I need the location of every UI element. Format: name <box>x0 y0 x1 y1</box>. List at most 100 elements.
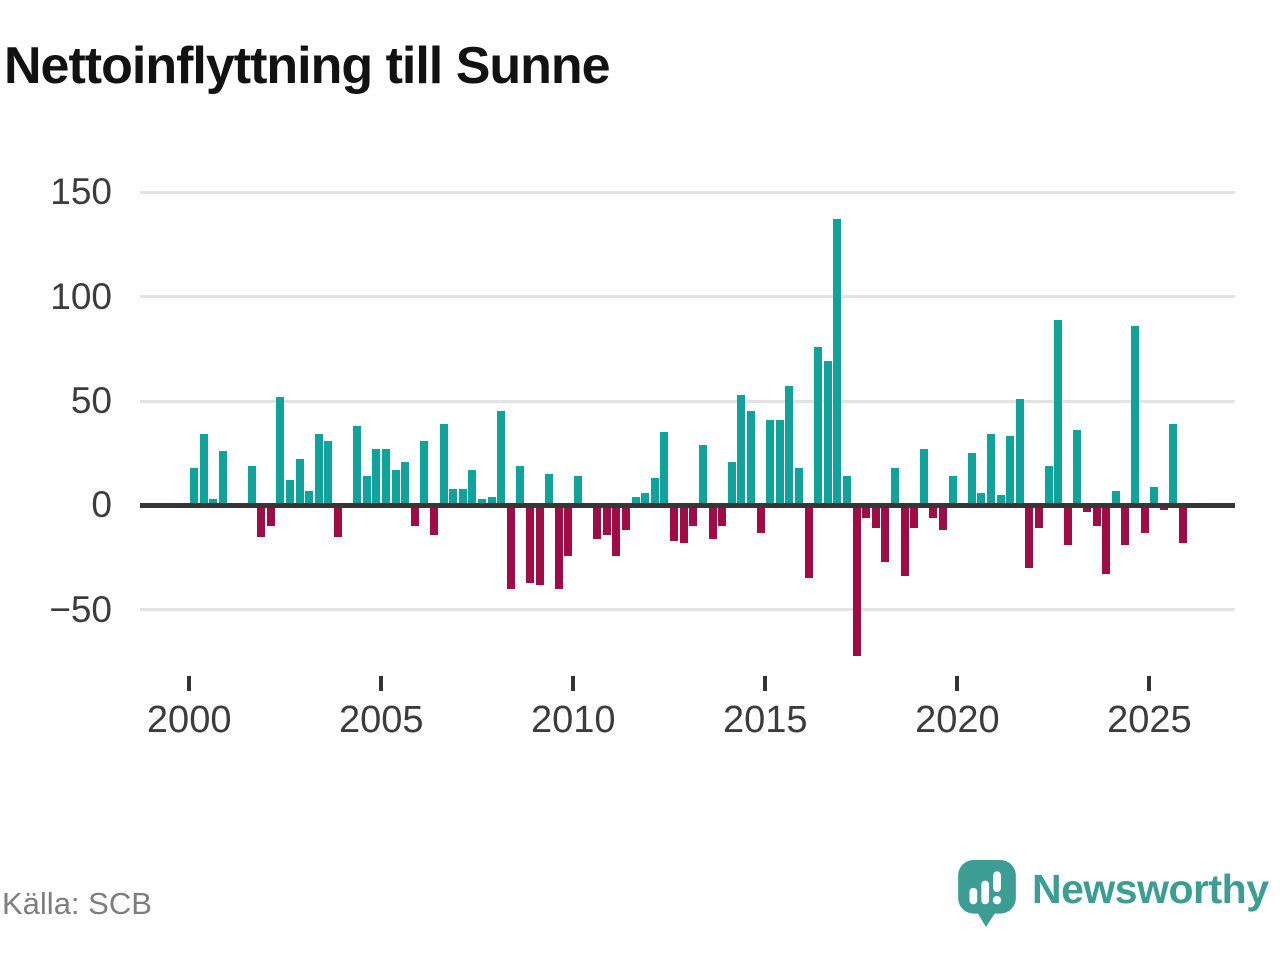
bar-negative <box>554 505 563 589</box>
y-axis-label: 150 <box>50 171 112 213</box>
bar-positive <box>199 434 208 506</box>
bar-negative <box>622 505 631 531</box>
gridline <box>140 608 1235 612</box>
brand-wordmark: Newsworthy <box>1032 866 1269 912</box>
x-axis-label: 2015 <box>723 699 808 741</box>
bar-positive <box>698 444 707 506</box>
bar-negative <box>266 505 275 527</box>
x-axis-tick <box>379 676 384 691</box>
bar-positive <box>746 411 755 506</box>
bar-negative <box>910 505 919 529</box>
bar-negative <box>1102 505 1111 575</box>
x-axis-tick <box>763 676 768 691</box>
bar-negative <box>708 505 717 539</box>
bar-negative <box>526 505 535 583</box>
bar-positive <box>458 488 467 506</box>
brand-footer: Newsworthy <box>958 860 1278 932</box>
bar-positive <box>1169 423 1178 506</box>
gridline <box>140 190 1235 194</box>
bar-negative <box>670 505 679 541</box>
bar-positive <box>919 449 928 506</box>
bar-positive <box>794 467 803 506</box>
bar-positive <box>833 219 842 506</box>
bar-positive <box>1044 465 1053 506</box>
bar-positive <box>391 469 400 506</box>
bar-positive <box>1130 325 1139 506</box>
bar-positive <box>218 451 227 506</box>
bar-negative <box>257 505 266 537</box>
bar-negative <box>1034 505 1043 529</box>
bar-negative <box>1140 505 1149 533</box>
bar-negative <box>756 505 765 533</box>
y-axis-label: 50 <box>70 380 112 421</box>
y-axis: 150 100 50 0 −50 <box>0 0 112 700</box>
x-axis-label: 2000 <box>146 699 232 741</box>
bar-positive <box>353 426 362 506</box>
bar-positive <box>814 346 823 506</box>
bar-positive <box>631 497 640 506</box>
x-axis: 2000 2005 2010 2015 2020 2025 <box>140 0 1235 960</box>
x-axis-label: 2025 <box>1107 699 1192 741</box>
bar-positive <box>785 386 794 506</box>
bar-positive <box>497 411 506 506</box>
bar-positive <box>737 394 746 506</box>
bar-negative <box>679 505 688 543</box>
source-note: Källa: SCB <box>2 886 152 921</box>
bar-positive <box>324 440 333 506</box>
plot-area <box>140 170 1235 682</box>
bar-positive <box>1054 319 1063 506</box>
bar-negative <box>1082 505 1091 512</box>
bar-positive <box>372 449 381 506</box>
bar-positive <box>986 434 995 506</box>
bar-positive <box>775 419 784 506</box>
bar-positive <box>439 423 448 506</box>
x-axis-label: 2005 <box>338 699 424 741</box>
bar-negative <box>334 505 343 537</box>
x-axis-label: 2010 <box>530 699 616 741</box>
bar-positive <box>314 434 323 506</box>
bar-negative <box>410 505 419 527</box>
bar-positive <box>247 465 256 506</box>
bar-positive <box>967 453 976 506</box>
bar-positive <box>842 476 851 506</box>
bar-positive <box>574 476 583 506</box>
gridline <box>140 295 1235 299</box>
bar-positive <box>516 465 525 506</box>
bar-negative <box>535 505 544 585</box>
bar-positive <box>362 476 371 506</box>
bar-positive <box>420 440 429 506</box>
bar-negative <box>1121 505 1130 546</box>
bar-positive <box>276 396 285 506</box>
bar-negative <box>938 505 947 531</box>
bar-chart-speech-bubble-icon <box>958 860 1016 927</box>
x-axis-tick <box>1147 676 1152 691</box>
bar-positive <box>449 488 458 506</box>
bar-negative <box>804 505 813 579</box>
bar-negative <box>1092 505 1101 527</box>
chart-title: Nettoinflyttning till Sunne <box>4 37 611 95</box>
bar-positive <box>209 499 218 506</box>
bar-negative <box>1025 505 1034 569</box>
bar-positive <box>190 467 198 506</box>
bar-positive <box>487 497 496 506</box>
bar-positive <box>823 361 832 506</box>
bar-positive <box>977 492 986 506</box>
bar-positive <box>1111 490 1120 506</box>
bar-positive <box>727 461 736 506</box>
bar-negative <box>871 505 880 529</box>
y-axis-label: 0 <box>91 484 112 526</box>
bar-positive <box>650 478 659 506</box>
bar-positive <box>478 499 487 506</box>
bar-negative <box>430 505 439 535</box>
bar-positive <box>890 467 899 506</box>
bar-positive <box>1015 398 1024 506</box>
bar-negative <box>602 505 611 535</box>
bar-positive <box>948 476 957 506</box>
bar-positive <box>1150 486 1159 506</box>
bar-positive <box>468 469 477 506</box>
bar-negative <box>718 505 727 527</box>
bar-positive <box>295 459 304 506</box>
bar-negative <box>1063 505 1072 546</box>
zero-line <box>140 502 1235 508</box>
bar-negative <box>900 505 909 577</box>
